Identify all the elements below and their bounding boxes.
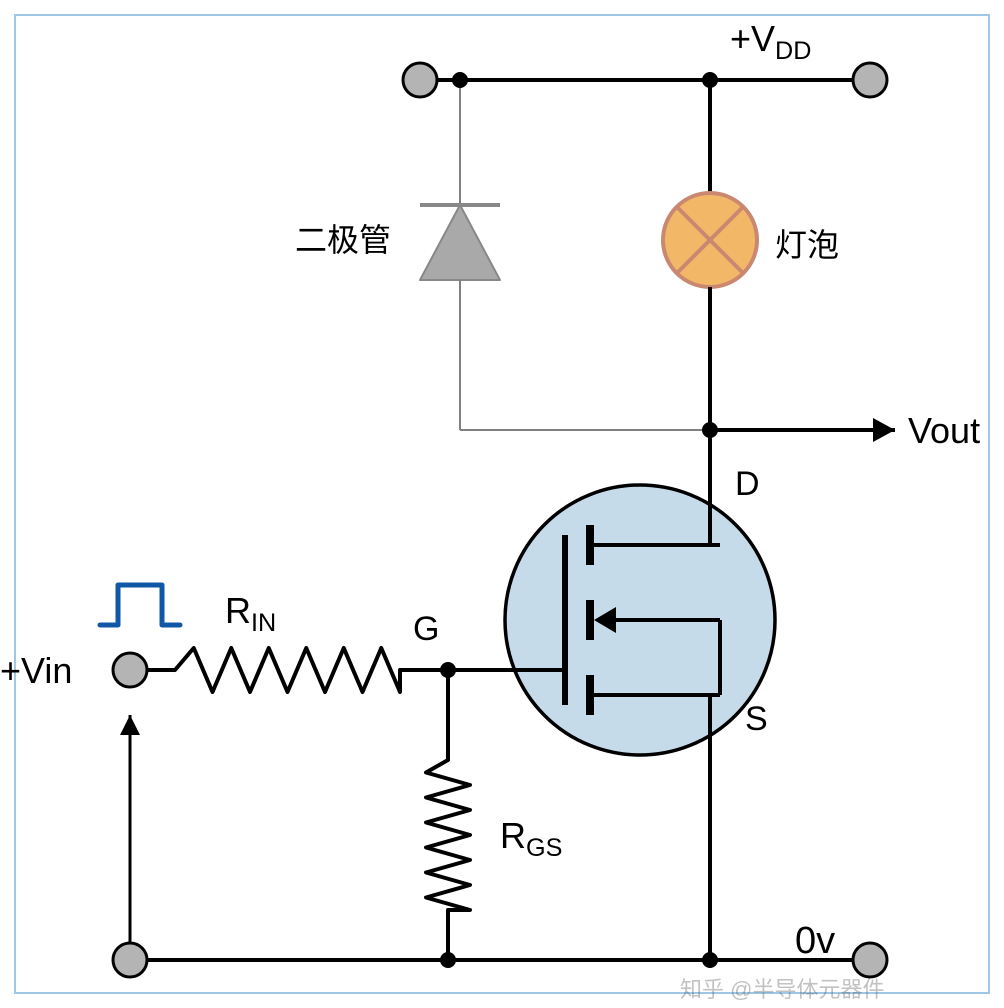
label-lamp: 灯泡 <box>775 220 839 266</box>
label-source: S <box>745 700 768 739</box>
label-rin: RIN <box>225 590 276 638</box>
label-vin: +Vin <box>0 650 72 692</box>
label-vdd: +VDD <box>730 18 811 66</box>
label-gate: G <box>413 610 439 649</box>
label-vout: Vout <box>908 410 980 452</box>
label-zero-volt: 0v <box>795 920 835 963</box>
label-drain: D <box>735 465 760 504</box>
label-rgs: RGS <box>500 815 562 863</box>
label-diode: 二极管 <box>295 215 391 261</box>
watermark: 知乎 @半导体元器件 <box>680 972 884 1004</box>
